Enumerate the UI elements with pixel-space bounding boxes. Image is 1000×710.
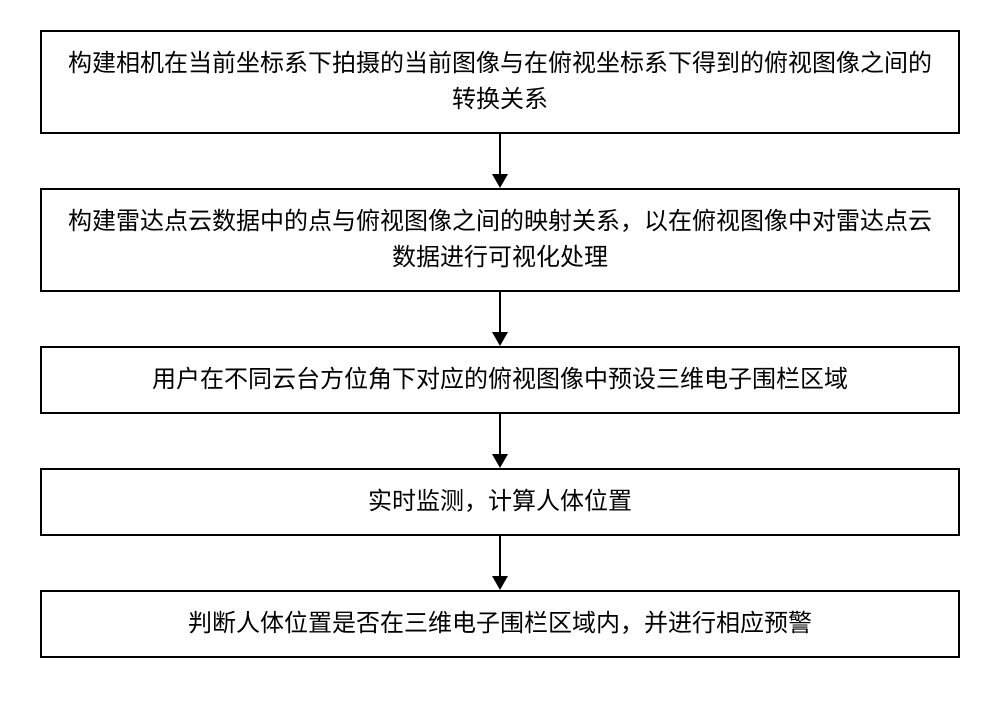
flow-step-4-text: 实时监测，计算人体位置 — [368, 484, 632, 520]
arrow-down-icon — [480, 134, 520, 188]
flow-step-3: 用户在不同云台方位角下对应的俯视图像中预设三维电子围栏区域 — [40, 346, 960, 414]
flow-step-2: 构建雷达点云数据中的点与俯视图像之间的映射关系，以在俯视图像中对雷达点云数据进行… — [40, 188, 960, 292]
arrow-down-icon — [480, 292, 520, 346]
flow-arrow-1 — [480, 134, 520, 188]
flow-step-1-text: 构建相机在当前坐标系下拍摄的当前图像与在俯视坐标系下得到的俯视图像之间的转换关系 — [66, 46, 934, 118]
flow-step-2-text: 构建雷达点云数据中的点与俯视图像之间的映射关系，以在俯视图像中对雷达点云数据进行… — [66, 204, 934, 276]
flow-step-1: 构建相机在当前坐标系下拍摄的当前图像与在俯视坐标系下得到的俯视图像之间的转换关系 — [40, 30, 960, 134]
flow-step-5-text: 判断人体位置是否在三维电子围栏区域内，并进行相应预警 — [188, 606, 812, 642]
flow-arrow-3 — [480, 414, 520, 468]
flow-step-3-text: 用户在不同云台方位角下对应的俯视图像中预设三维电子围栏区域 — [152, 362, 848, 398]
arrow-down-icon — [480, 414, 520, 468]
flow-step-5: 判断人体位置是否在三维电子围栏区域内，并进行相应预警 — [40, 590, 960, 658]
flow-step-4: 实时监测，计算人体位置 — [40, 468, 960, 536]
flow-arrow-2 — [480, 292, 520, 346]
arrow-down-icon — [480, 536, 520, 590]
flow-arrow-4 — [480, 536, 520, 590]
